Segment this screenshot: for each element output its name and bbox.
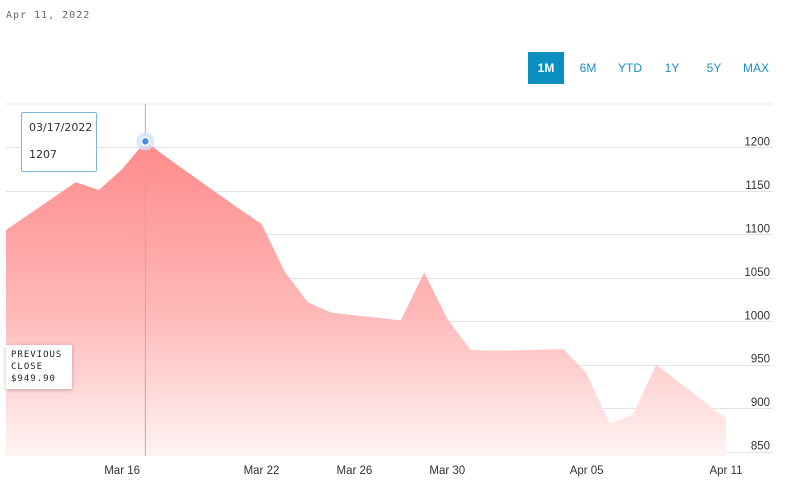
tooltip-value: 1207: [29, 148, 57, 161]
x-tick-label: Mar 16: [104, 465, 140, 477]
price-area: [6, 141, 726, 456]
range-selector: 1M 6M YTD 1Y 5Y MAX: [528, 52, 774, 84]
range-button-ytd[interactable]: YTD: [618, 61, 642, 75]
y-tick-label: 1000: [744, 310, 770, 322]
y-tick-label: 850: [751, 441, 770, 453]
x-tick-label: Mar 26: [336, 465, 372, 477]
y-tick-label: 1100: [745, 223, 770, 235]
range-button-1m[interactable]: 1M: [528, 52, 564, 84]
x-tick-label: Apr 11: [709, 465, 742, 477]
tooltip-date: 03/17/2022: [29, 121, 93, 134]
range-button-max[interactable]: MAX: [742, 61, 769, 75]
highlight-point: [140, 136, 151, 147]
previous-close-title-line1: PREVIOUS: [11, 350, 63, 360]
y-tick-label: 900: [751, 397, 770, 409]
price-tooltip: 03/17/2022 1207: [21, 112, 97, 172]
x-tick-label: Mar 22: [244, 465, 280, 477]
chart-date: Apr 11, 2022: [6, 10, 91, 21]
previous-close-label: PREVIOUS CLOSE $949.90: [6, 345, 72, 389]
previous-close-value: $949.90: [11, 374, 56, 384]
x-tick-label: Apr 05: [570, 465, 604, 477]
x-tick-label: Mar 30: [429, 465, 465, 477]
x-axis: Mar 16 Mar 22 Mar 26 Mar 30 Apr 05 Apr 11: [104, 465, 742, 477]
y-tick-label: 1150: [745, 180, 770, 192]
previous-close-title-line2: CLOSE: [11, 362, 44, 372]
range-button-5y[interactable]: 5Y: [706, 61, 722, 75]
y-tick-label: 1050: [744, 267, 770, 279]
y-tick-label: 1200: [744, 136, 770, 148]
y-axis: 850 900 950 1000 1050 1100 1150 1200: [744, 136, 770, 452]
range-button-6m[interactable]: 6M: [579, 61, 597, 75]
range-button-1y[interactable]: 1Y: [664, 61, 680, 75]
y-tick-label: 950: [751, 354, 770, 366]
